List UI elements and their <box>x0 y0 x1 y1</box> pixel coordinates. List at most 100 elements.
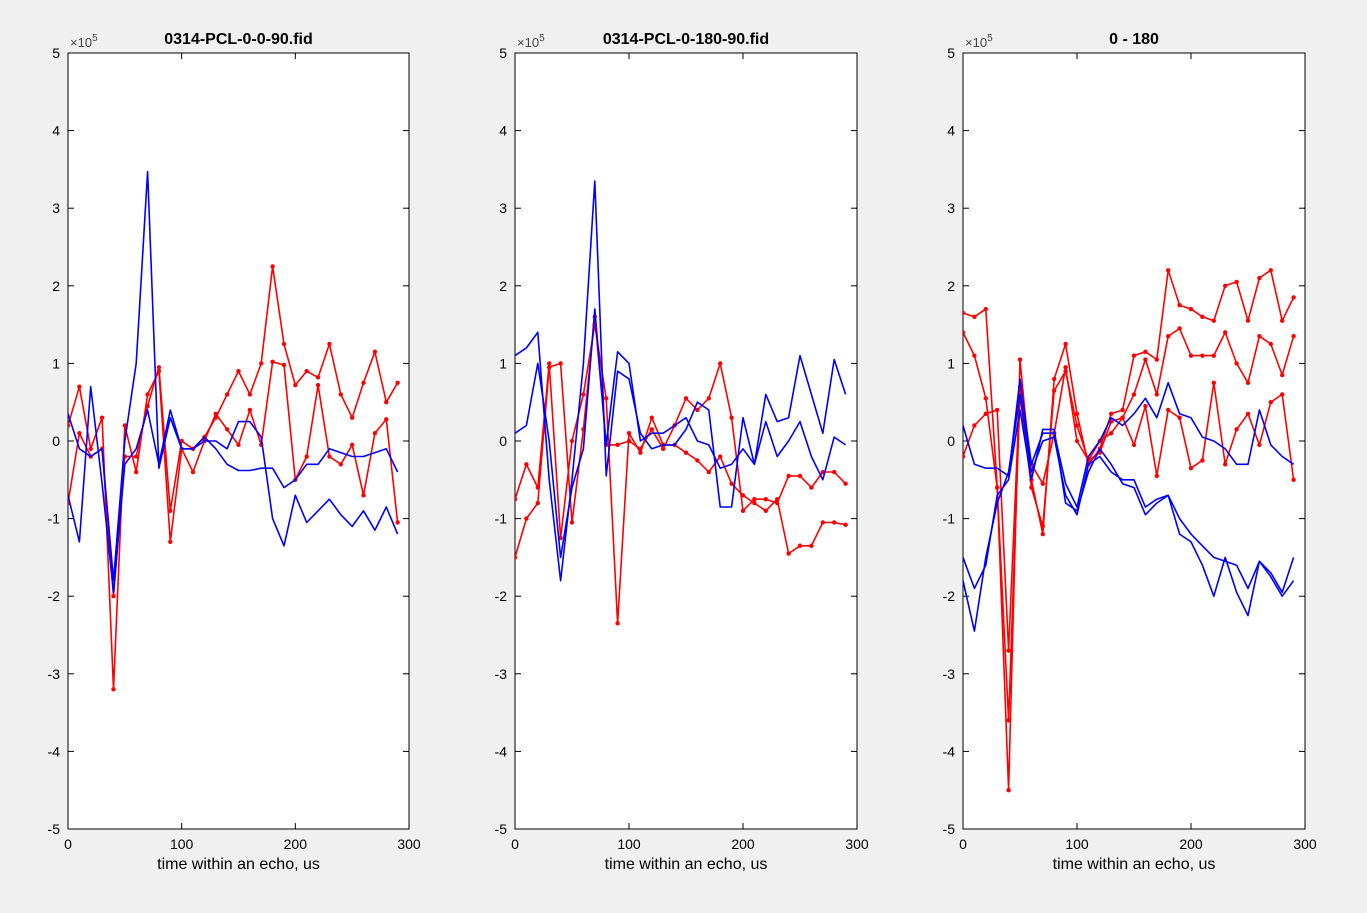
y-tick-label: 1 <box>52 355 60 371</box>
series-line <box>963 409 1295 594</box>
data-point <box>247 392 253 397</box>
data-point <box>1029 485 1034 490</box>
data-point <box>236 368 241 374</box>
data-point <box>179 438 184 444</box>
y-tick-label: -2 <box>943 588 956 604</box>
data-point <box>972 423 977 428</box>
data-point <box>581 392 586 397</box>
data-point <box>786 473 791 479</box>
data-point <box>1166 334 1171 339</box>
x-tick-label: 300 <box>397 836 421 852</box>
data-point <box>706 469 711 475</box>
y-tick-label: 1 <box>947 355 955 371</box>
data-point <box>349 415 355 420</box>
x-axis-label: time within an echo, us <box>1053 856 1216 873</box>
y-tick-label: -4 <box>495 743 508 759</box>
data-point <box>134 469 139 475</box>
data-point <box>1257 334 1262 339</box>
data-point <box>763 497 768 502</box>
data-point <box>729 481 734 486</box>
data-point <box>168 508 173 514</box>
data-point <box>809 543 814 548</box>
y-tick-label: -1 <box>48 511 61 527</box>
data-point <box>1052 388 1057 393</box>
chart-title: 0314-PCL-0-0-90.fid <box>164 31 313 48</box>
data-point <box>1257 275 1262 281</box>
data-point <box>797 543 803 548</box>
series-line <box>963 366 1295 652</box>
y-tick-label: -2 <box>495 588 508 604</box>
y-tick-label: -5 <box>48 821 61 837</box>
data-point <box>1211 318 1217 323</box>
data-point <box>797 473 803 479</box>
data-point <box>1120 415 1125 420</box>
data-point <box>1245 318 1251 323</box>
data-point <box>1291 477 1296 482</box>
y-tick-label: 3 <box>499 200 507 216</box>
data-point <box>752 497 757 502</box>
data-point <box>281 362 287 368</box>
data-point <box>820 520 825 525</box>
data-point <box>524 462 529 467</box>
data-point <box>695 458 700 463</box>
data-point <box>145 392 150 397</box>
data-point <box>1234 279 1239 285</box>
data-point <box>361 380 366 385</box>
data-point <box>1177 303 1182 308</box>
y-tick-label: -1 <box>495 511 508 527</box>
data-point <box>1268 341 1274 347</box>
data-point <box>190 469 196 475</box>
data-point <box>763 508 768 514</box>
data-point <box>972 353 977 358</box>
data-point <box>832 520 837 525</box>
series-2 <box>963 326 1296 723</box>
data-point <box>259 361 264 366</box>
data-point <box>832 469 837 475</box>
data-point <box>77 431 82 436</box>
data-point <box>1223 462 1228 467</box>
x-tick-label: 0 <box>959 836 967 852</box>
data-point <box>983 411 988 417</box>
data-point <box>547 365 552 370</box>
data-point <box>1177 326 1182 331</box>
data-point <box>1234 361 1239 366</box>
data-point <box>1154 392 1160 397</box>
y-tick-label: 5 <box>52 45 60 61</box>
y-tick-label: -1 <box>943 511 956 527</box>
series-line <box>68 170 399 582</box>
y-tick-label: 0 <box>499 433 507 449</box>
data-point <box>1143 357 1148 362</box>
series-4 <box>963 378 1295 508</box>
data-point <box>1131 392 1137 397</box>
data-point <box>1074 438 1080 444</box>
data-point <box>111 594 116 599</box>
y-tick-label: 1 <box>499 355 507 371</box>
data-point <box>1006 718 1011 723</box>
data-point <box>1143 403 1148 409</box>
x-tick-label: 100 <box>170 836 194 852</box>
data-point <box>695 407 700 413</box>
y-multiplier-exp: 5 <box>539 33 545 44</box>
series-line <box>68 385 399 594</box>
data-point <box>122 423 128 428</box>
y-tick-label: 4 <box>52 123 60 139</box>
data-point <box>281 341 287 347</box>
data-point <box>1166 407 1171 413</box>
y-tick-label: -4 <box>48 743 61 759</box>
series-line <box>963 378 1295 508</box>
y-tick-label: 3 <box>947 200 955 216</box>
y-tick-label: 0 <box>947 433 955 449</box>
y-multiplier-base: ×10 <box>965 35 987 50</box>
x-axis-label: time within an echo, us <box>157 856 320 873</box>
y-tick-label: 4 <box>947 123 955 139</box>
y-multiplier-exp: 5 <box>92 33 98 44</box>
data-point <box>740 508 746 514</box>
data-point <box>134 454 139 459</box>
data-point <box>1280 372 1285 378</box>
data-point <box>983 306 988 312</box>
series-1 <box>515 322 848 626</box>
data-point <box>1200 458 1205 463</box>
series-4 <box>515 308 847 559</box>
data-point <box>1234 427 1239 432</box>
